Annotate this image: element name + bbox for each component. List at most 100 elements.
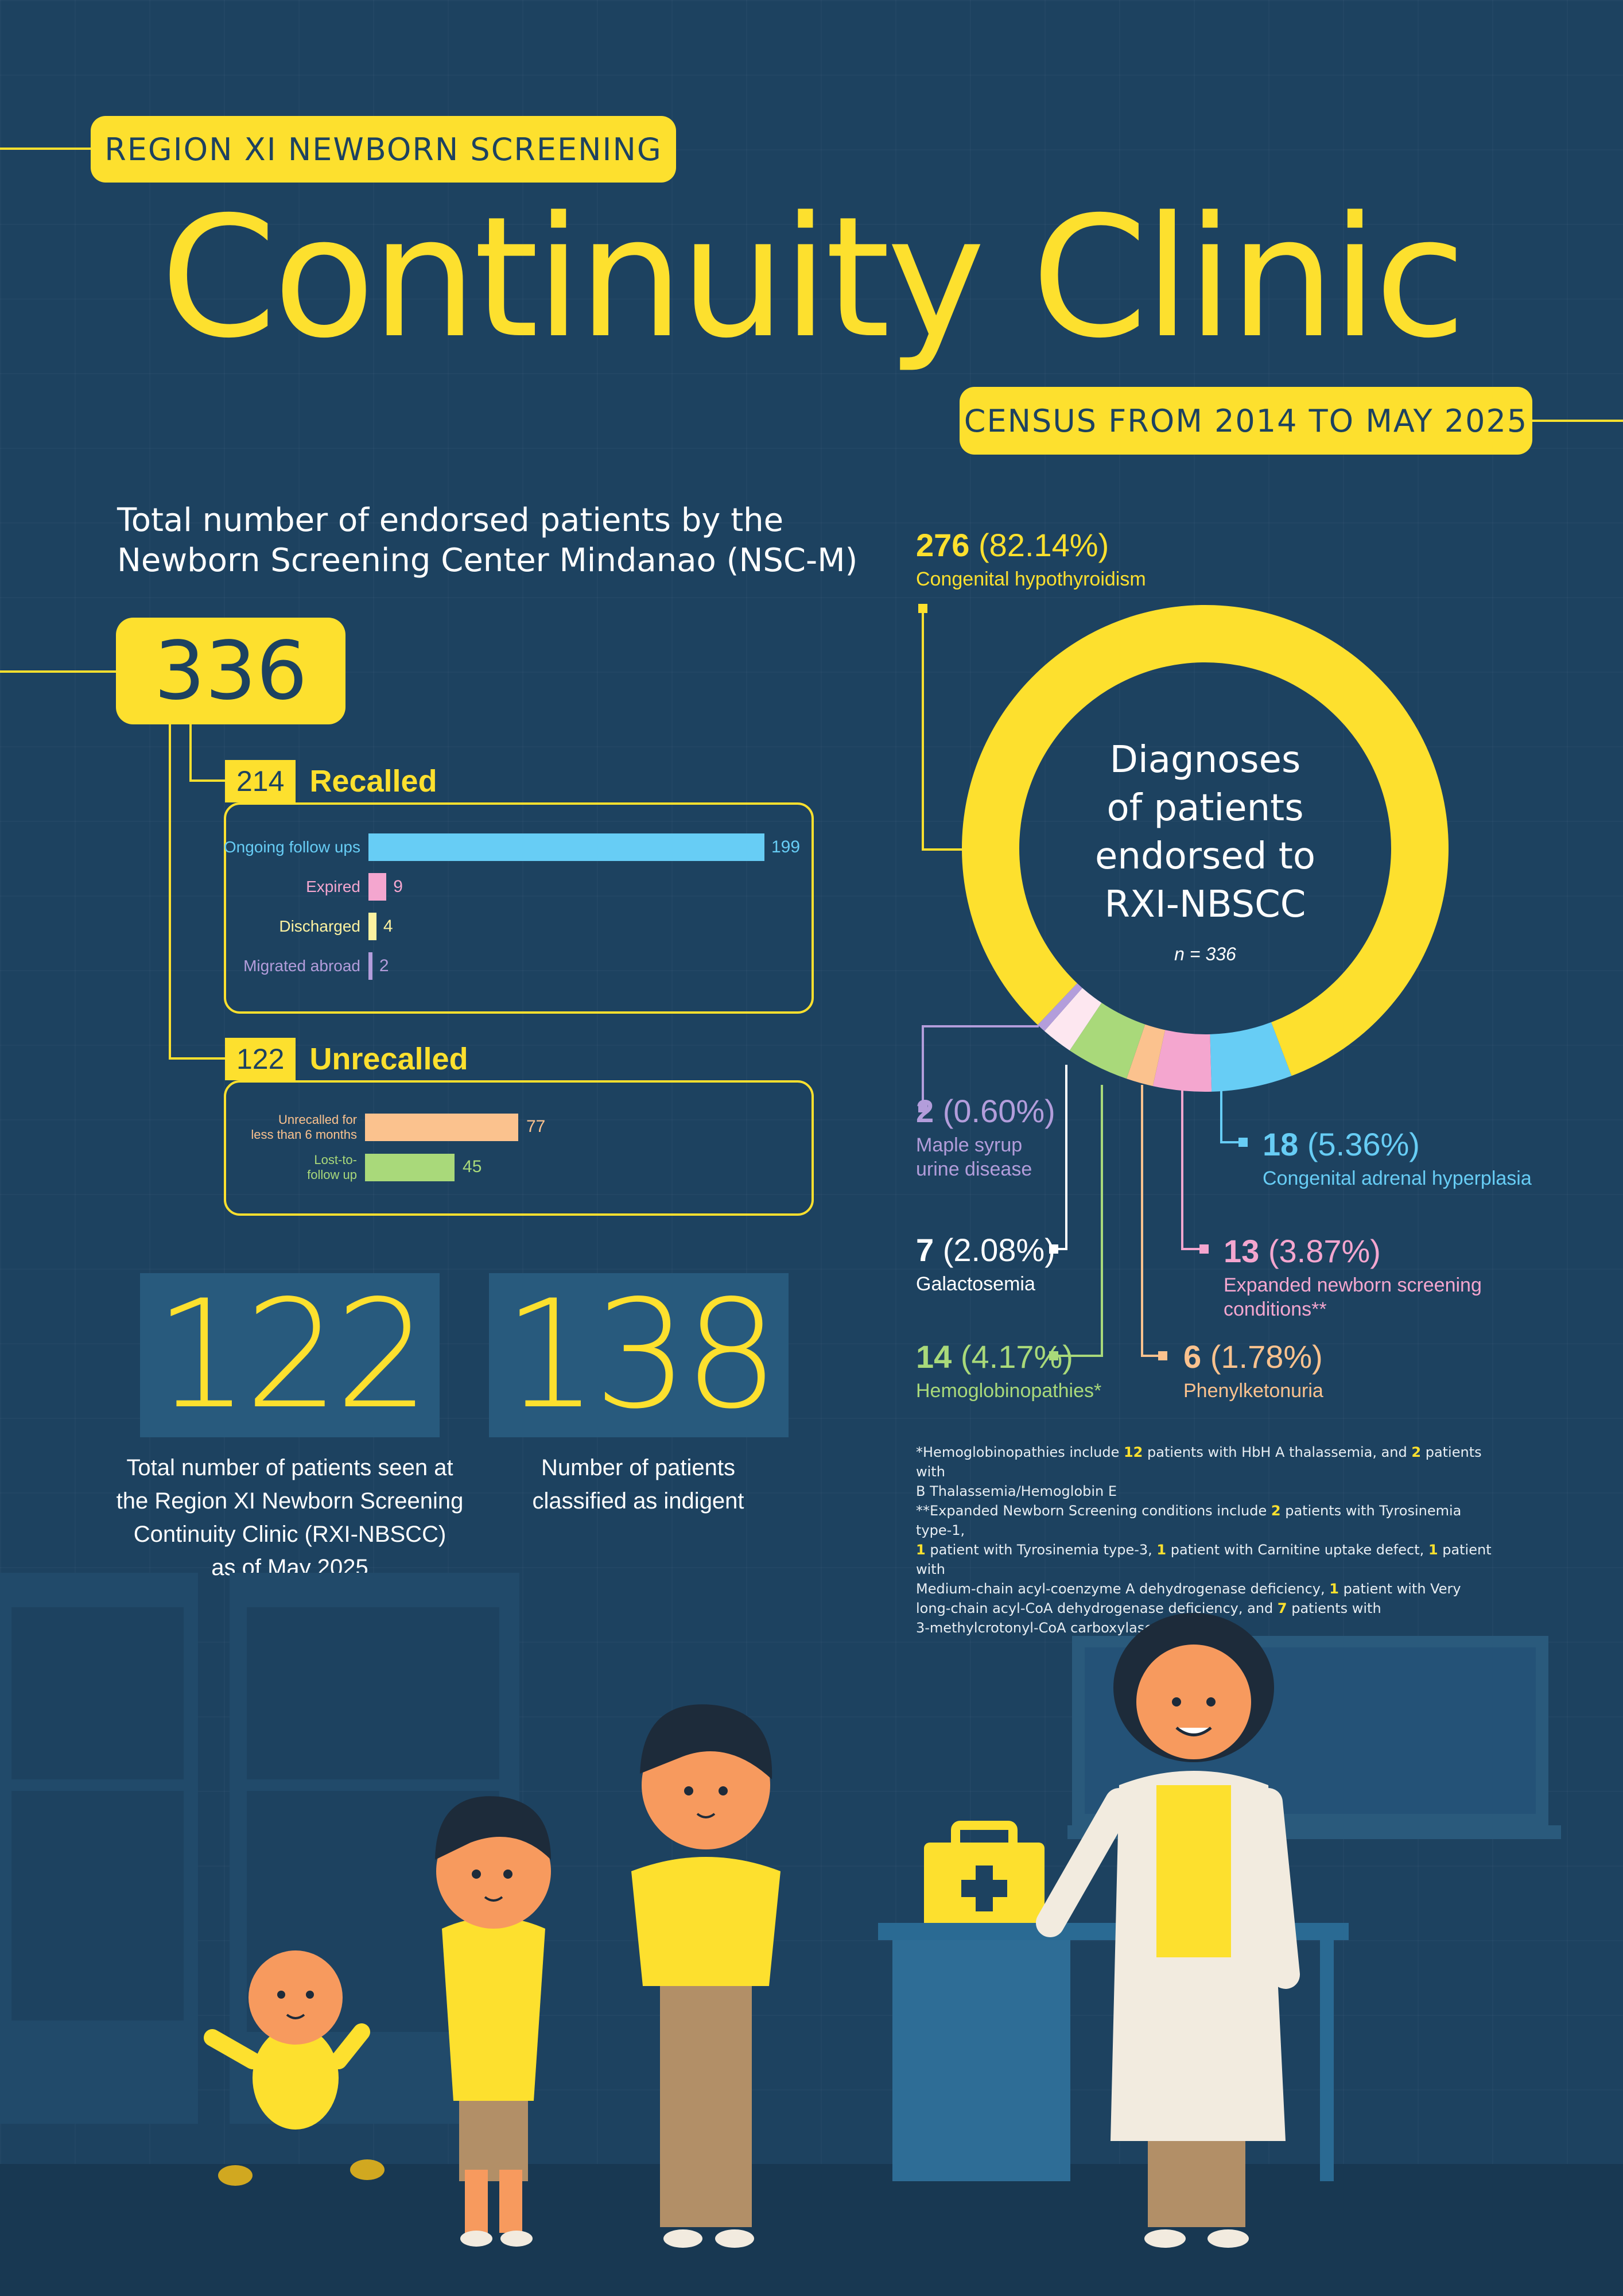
donut-title-line: of patients — [1106, 787, 1304, 829]
label-percent: (2.08%) — [942, 1232, 1055, 1268]
leader-congenital-hypothyroidism-marker — [918, 604, 927, 613]
recalled-bar-label: Discharged — [279, 917, 360, 935]
doctor-figure — [1036, 1613, 1300, 2248]
footnote-text: patients with Tyrosinemia type-1, — [916, 1503, 1462, 1538]
leader-hemoglobinopathies — [1054, 1085, 1103, 1357]
donut-n-label: n = 336 — [1174, 944, 1236, 964]
recalled-bar — [368, 873, 387, 901]
caption-line: Number of patients — [541, 1455, 735, 1480]
recalled-bar-label: Expired — [306, 878, 360, 895]
bar-label-line: less than 6 months — [251, 1127, 357, 1142]
donut-title-line: RXI-NBSCC — [1104, 883, 1306, 926]
leader-congenital-hypothyroidism — [922, 608, 964, 851]
leader-maple-syrup-urine-disease — [922, 1025, 1039, 1108]
label-expanded-newborn-screening: 13 (3.87%) Expanded newborn screening con… — [1224, 1233, 1482, 1321]
endorsed-intro-line1: Total number of endorsed patients by the — [117, 502, 784, 539]
unrecalled-breakdown-panel — [224, 1080, 814, 1216]
footnote-number: 7 — [1277, 1600, 1287, 1616]
label-value: 2 — [916, 1093, 934, 1129]
label-value: 276 — [916, 527, 970, 563]
label-name: Phenylketonuria — [1183, 1380, 1323, 1402]
footnote-text: patients with — [916, 1444, 1482, 1480]
diagnoses-donut-chart — [918, 604, 1449, 1360]
leader-galactosemia-marker — [1049, 1244, 1058, 1254]
header-connector-line — [0, 148, 92, 150]
donut-slice-phenylketonuria — [1126, 1024, 1166, 1087]
recalled-tag: 214 Recalled — [225, 760, 437, 802]
label-value: 13 — [1224, 1233, 1260, 1269]
recalled-count: 214 — [225, 760, 296, 802]
unrecalled-bar-value: 77 — [526, 1117, 546, 1136]
label-percent: (5.36%) — [1307, 1126, 1420, 1162]
patients-seen-stat: 122 — [140, 1269, 440, 1442]
clinic-background — [0, 1573, 1623, 2296]
footnote-expanded-screening: **Expanded Newborn Screening conditions … — [916, 1501, 1501, 1638]
donut-slice-hemoglobinopathies — [1069, 1003, 1146, 1079]
bar-label-line: Unrecalled for — [278, 1112, 357, 1127]
label-galactosemia: 7 (2.08%) Galactosemia — [916, 1232, 1055, 1296]
unrecalled-bar-label: Unrecalled for less than 6 months — [213, 1112, 357, 1142]
label-name: Expanded newborn screening conditions** — [1224, 1273, 1482, 1321]
caption-line: Total number of patients seen at — [126, 1455, 453, 1480]
census-connector-line — [1531, 420, 1623, 422]
indigent-caption: Number of patients classified as indigen… — [466, 1451, 810, 1518]
label-name: Congenital adrenal hyperplasia — [1263, 1168, 1532, 1189]
donut-slice-expanded-newborn-screening-conditions — [1152, 1030, 1212, 1092]
label-name-line: Maple syrup — [916, 1134, 1023, 1156]
recalled-label: Recalled — [309, 764, 437, 798]
footnote-text: patient with Carnitine uptake defect, — [1166, 1542, 1428, 1558]
endorsed-intro: Total number of endorsed patients by the… — [117, 501, 857, 581]
label-percent: (0.60%) — [942, 1093, 1055, 1129]
endorsed-intro-line2: Newborn Screening Center Mindanao (NSC-M… — [117, 542, 858, 579]
footnote-hemoglobinopathies: *Hemoglobinopathies include 12 patients … — [916, 1442, 1501, 1501]
recalled-bar-value: 4 — [383, 917, 393, 936]
donut-slice-galactosemia — [1044, 988, 1102, 1051]
unrecalled-bar — [365, 1114, 518, 1141]
recalled-bar — [368, 952, 372, 980]
footnote-number: 1 — [1329, 1581, 1339, 1597]
footnote-text: patient with Very — [1338, 1581, 1461, 1597]
label-name-line: conditions** — [1224, 1298, 1327, 1320]
label-congenital-hypothyroidism: 276 (82.14%) Congenital hypothyroidism — [916, 527, 1146, 591]
label-value: 7 — [916, 1232, 934, 1268]
patients-seen-caption: Total number of patients seen at the Reg… — [92, 1451, 488, 1584]
label-name: Hemoglobinopathies* — [916, 1380, 1102, 1402]
caption-line: the Region XI Newborn Screening — [116, 1488, 464, 1514]
census-label-badge: CENSUS FROM 2014 TO MAY 2025 — [960, 387, 1532, 455]
total-connector-line — [0, 670, 117, 673]
recalled-bar-value: 2 — [379, 956, 389, 975]
unrecalled-bar — [365, 1154, 455, 1181]
donut-title-line: Diagnoses — [1109, 739, 1301, 781]
unrecalled-connector-v — [169, 724, 171, 1058]
leader-congenital-adrenal-hyperplasia — [1220, 1085, 1243, 1143]
bar-label-line: follow up — [307, 1168, 357, 1182]
label-value: 14 — [916, 1339, 952, 1375]
leader-expanded-newborn-screening — [1181, 1085, 1204, 1250]
footnote-number: 1 — [1428, 1542, 1438, 1558]
label-percent: (1.78%) — [1210, 1339, 1323, 1375]
medical-kit-icon — [924, 1821, 1045, 1929]
recalled-connector-h — [189, 779, 226, 782]
label-name-line: urine disease — [916, 1158, 1032, 1180]
recalled-bar — [368, 913, 376, 940]
label-value: 18 — [1263, 1126, 1299, 1162]
child-figure — [435, 1796, 551, 2247]
donut-title-line: endorsed to — [1095, 835, 1315, 878]
unrecalled-count: 122 — [225, 1038, 296, 1080]
footnote-number: 1 — [916, 1542, 926, 1558]
footnote-text: long-chain acyl-CoA dehydrogenase defici… — [916, 1600, 1278, 1616]
donut-slice-maple-syrup-urine-disease — [1038, 983, 1082, 1031]
footnote-text: B Thalassemia/Hemoglobin E — [916, 1483, 1117, 1499]
leader-hemoglobinopathies-marker — [1049, 1351, 1058, 1360]
recalled-bar-label: Ongoing follow ups — [223, 838, 360, 856]
recalled-connector-v — [189, 724, 192, 781]
footnote-number: 1 — [1156, 1542, 1167, 1558]
unrecalled-bar-value: 45 — [463, 1157, 482, 1176]
label-phenylketonuria: 6 (1.78%) Phenylketonuria — [1183, 1339, 1323, 1403]
footnote-number: 2 — [1271, 1503, 1281, 1519]
older-child-figure — [631, 1704, 781, 2248]
unrecalled-bar-label: Lost-to-follow up — [213, 1153, 357, 1182]
footnote-text: patient with — [916, 1542, 1492, 1577]
leader-phenylketonuria-marker — [1158, 1351, 1167, 1360]
